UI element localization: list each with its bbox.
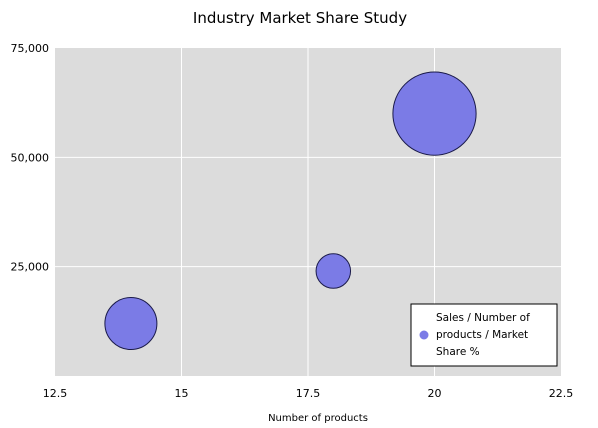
legend-label-line-1: Sales / Number of [436,312,530,324]
bubble-point [104,297,158,351]
x-tick-label: 15 [175,387,189,400]
legend-swatch [419,330,429,340]
x-tick-label: 17.5 [296,387,321,400]
bubble-point [392,71,477,156]
chart-title: Industry Market Share Study [193,9,407,27]
x-axis-ticks: 12.5 15 17.5 20 22.5 [43,387,574,400]
x-axis-label: Number of products [268,413,368,424]
legend-label-line-3: Share % [436,346,480,358]
y-tick-label: 50,000 [11,151,50,164]
legend: Sales / Number of products / Market Shar… [410,303,558,367]
legend-label-line-2: products / Market [436,329,528,341]
y-tick-label: 25,000 [11,261,50,274]
bubble-point [315,253,352,289]
bubble-series [104,71,477,351]
x-tick-label: 12.5 [43,387,68,400]
x-tick-label: 20 [428,387,442,400]
x-tick-label: 22.5 [549,387,574,400]
y-axis-ticks: 25,000 50,000 75,000 [11,42,50,274]
legend-box [410,303,558,367]
y-tick-label: 75,000 [11,42,50,55]
